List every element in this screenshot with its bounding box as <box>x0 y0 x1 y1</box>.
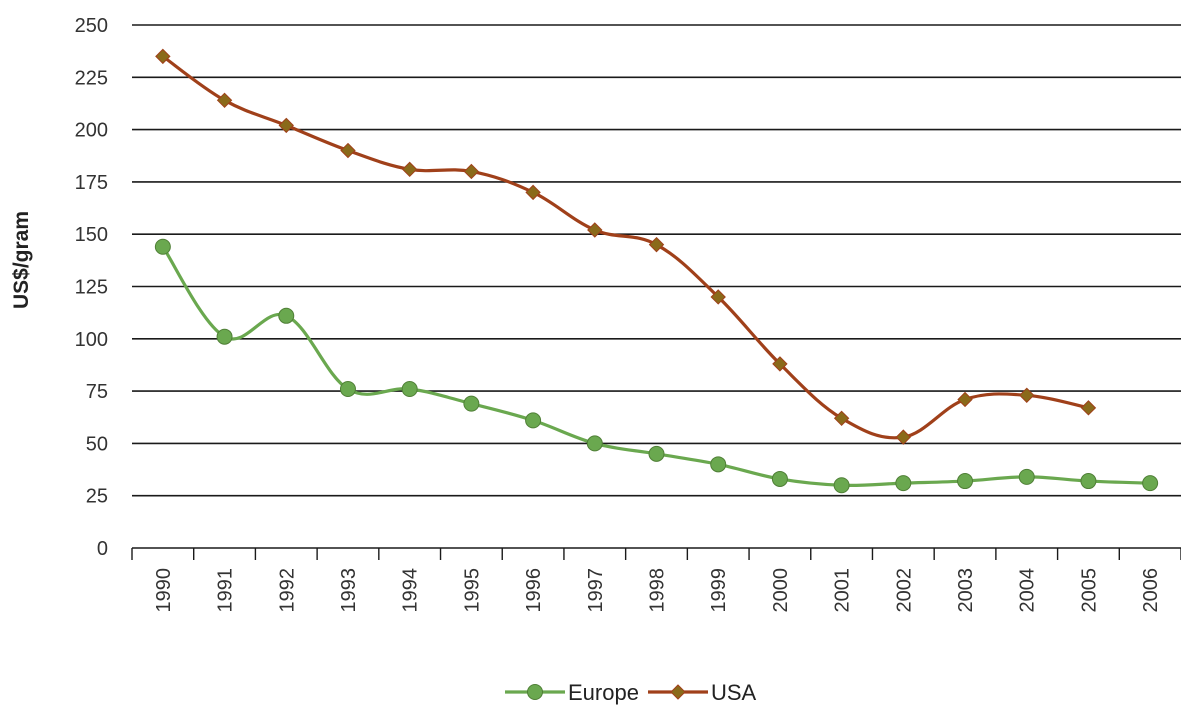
x-tick-label: 1994 <box>400 568 422 613</box>
data-point-usa <box>895 429 912 445</box>
data-point-usa <box>710 289 726 305</box>
data-point-usa <box>216 92 233 109</box>
y-tick-label: 250 <box>75 15 108 37</box>
x-tick-label: 2000 <box>770 568 792 613</box>
data-point-usa <box>278 117 294 134</box>
data-point-europe <box>216 328 233 345</box>
y-tick-label: 0 <box>97 538 108 560</box>
data-point-usa <box>155 48 171 65</box>
data-point-usa <box>401 161 418 178</box>
gridlines <box>132 24 1181 497</box>
series-line-usa <box>161 55 1089 440</box>
legend: Europe USA <box>505 680 757 705</box>
data-point-usa <box>1080 400 1097 416</box>
x-tick-label: 1992 <box>276 568 298 613</box>
y-tick-label: 25 <box>86 486 108 508</box>
data-point-europe <box>525 412 542 429</box>
data-point-usa <box>957 391 973 408</box>
data-point-europe <box>339 381 356 398</box>
y-tick-label: 50 <box>86 433 108 455</box>
legend-marker-europe <box>527 684 543 700</box>
data-point-europe <box>1018 468 1035 485</box>
data-point-usa <box>340 142 356 159</box>
y-tick-label: 175 <box>75 172 108 194</box>
y-axis-label: US$/gram <box>10 211 33 309</box>
x-axis-tick-labels: 1990 1991 1992 1993 1994 1995 1996 1997 1998 1999… <box>153 568 1162 613</box>
x-tick-label: 2005 <box>1078 568 1100 613</box>
x-tick-label: 1993 <box>338 568 360 613</box>
x-tick-label: 2001 <box>832 568 854 613</box>
data-point-europe <box>401 381 418 398</box>
series-europe <box>154 238 1159 494</box>
x-tick-label: 1991 <box>215 568 237 613</box>
data-point-europe <box>463 395 480 412</box>
data-point-europe <box>1080 473 1097 490</box>
legend-label-usa: USA <box>711 680 757 705</box>
legend-marker-usa <box>670 684 686 700</box>
x-tick-label: 2006 <box>1140 568 1162 613</box>
legend-item-europe: Europe <box>505 680 639 705</box>
y-tick-label: 225 <box>75 67 108 89</box>
y-tick-label: 100 <box>75 329 108 351</box>
data-point-europe <box>710 456 727 473</box>
legend-item-usa: USA <box>648 680 757 705</box>
y-axis-tick-labels: 0 25 50 75 100 125 150 175 200 225 250 <box>75 15 108 560</box>
x-tick-label: 2002 <box>893 568 915 613</box>
data-point-usa <box>463 163 480 180</box>
data-point-usa <box>648 236 665 253</box>
data-point-europe <box>586 435 603 452</box>
data-point-usa <box>1019 387 1035 403</box>
x-tick-label: 1997 <box>585 568 607 613</box>
x-tick-label: 1996 <box>523 568 545 613</box>
x-tick-label: 1998 <box>647 568 669 613</box>
legend-label-europe: Europe <box>568 680 639 705</box>
data-point-europe <box>648 445 665 462</box>
x-tick-label: 2003 <box>955 568 977 613</box>
y-tick-label: 200 <box>75 120 108 142</box>
y-tick-label: 125 <box>75 277 108 299</box>
x-tick-label: 2004 <box>1017 568 1039 613</box>
data-point-europe <box>771 470 788 487</box>
series-layer <box>154 48 1159 494</box>
data-point-europe <box>278 307 295 324</box>
series-usa <box>155 48 1097 445</box>
x-axis <box>131 547 1181 560</box>
x-tick-label: 1999 <box>708 568 730 613</box>
data-point-usa <box>525 184 541 201</box>
data-point-europe <box>154 238 171 255</box>
x-tick-label: 1995 <box>461 568 483 613</box>
data-point-europe <box>957 473 974 490</box>
data-point-usa <box>587 222 603 238</box>
data-point-europe <box>1142 475 1159 492</box>
data-point-usa <box>772 356 788 372</box>
data-point-usa <box>833 410 850 427</box>
y-tick-label: 75 <box>86 381 108 403</box>
data-point-europe <box>895 475 912 492</box>
y-tick-label: 150 <box>75 224 108 246</box>
x-tick-label: 1990 <box>153 568 175 613</box>
data-point-europe <box>833 477 850 494</box>
